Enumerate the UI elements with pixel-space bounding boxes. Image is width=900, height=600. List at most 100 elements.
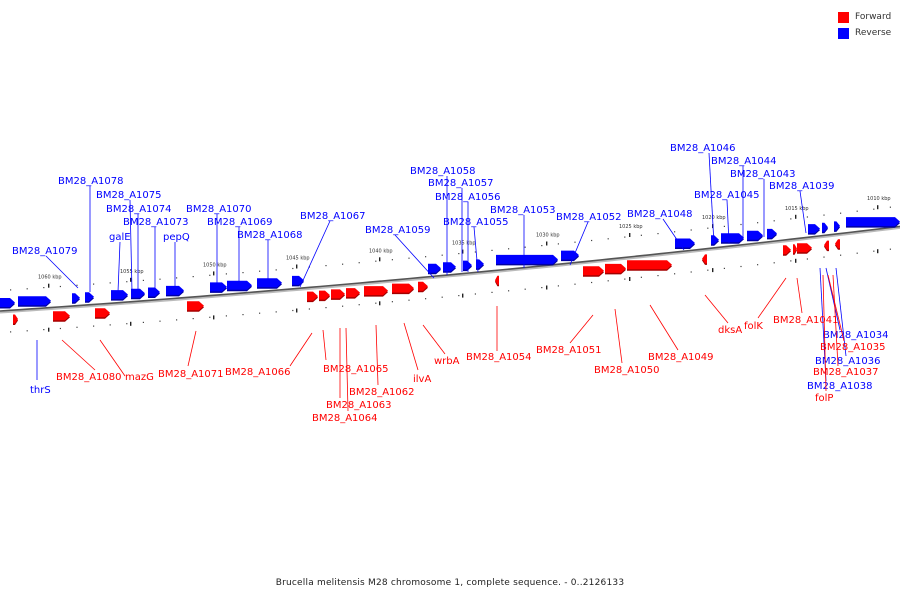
gene-label[interactable]: BM28_A1037	[813, 367, 879, 378]
reverse-gene-arrow[interactable]	[0, 298, 15, 307]
reverse-gene-arrow[interactable]	[767, 228, 777, 238]
forward-gene-arrow[interactable]	[346, 288, 360, 298]
forward-gene-arrow[interactable]	[187, 301, 204, 311]
forward-gene-arrow[interactable]	[418, 281, 428, 291]
gene-label[interactable]: BM28_A1048	[627, 209, 693, 220]
forward-gene-arrow[interactable]	[835, 239, 840, 249]
gene-label[interactable]: pepQ	[163, 232, 190, 243]
gene-label[interactable]: BM28_A1044	[711, 156, 777, 167]
forward-gene-arrow[interactable]	[702, 254, 707, 264]
gene-label[interactable]: BM28_A1036	[815, 356, 881, 367]
gene-label[interactable]: BM28_A1074	[106, 204, 172, 215]
forward-gene-arrow[interactable]	[797, 243, 812, 253]
gene-label[interactable]: BM28_A1034	[823, 330, 889, 341]
forward-gene-arrow[interactable]	[53, 311, 70, 321]
gene-label[interactable]: BM28_A1054	[466, 352, 532, 363]
gene-label[interactable]: BM28_A1041	[773, 315, 839, 326]
gene-label[interactable]: BM28_A1075	[96, 190, 162, 201]
forward-gene-arrow[interactable]	[783, 245, 791, 255]
reverse-gene-arrow[interactable]	[675, 238, 695, 248]
forward-gene-arrow[interactable]	[13, 314, 18, 324]
gene-label[interactable]: BM28_A1080	[56, 372, 122, 383]
gene-label[interactable]: BM28_A1051	[536, 345, 602, 356]
forward-gene-arrow[interactable]	[627, 260, 672, 270]
gene-label[interactable]: BM28_A1057	[428, 178, 494, 189]
gene-label[interactable]: BM28_A1035	[820, 342, 886, 353]
gene-label[interactable]: BM28_A1063	[326, 400, 392, 411]
forward-gene-arrow[interactable]	[331, 289, 345, 299]
gene-label[interactable]: BM28_A1043	[730, 169, 796, 180]
reverse-gene-arrow[interactable]	[210, 282, 227, 292]
gene-label[interactable]: BM28_A1070	[186, 204, 252, 215]
gene-label[interactable]: ilvA	[413, 374, 431, 385]
gene-label[interactable]: BM28_A1059	[365, 225, 431, 236]
gene-label[interactable]: BM28_A1050	[594, 365, 660, 376]
gene-label[interactable]: BM28_A1062	[349, 387, 415, 398]
minor-tick-upper	[342, 263, 344, 265]
forward-gene-arrow[interactable]	[319, 290, 330, 300]
gene-label[interactable]: galE	[109, 232, 131, 243]
gene-label[interactable]: BM28_A1067	[300, 211, 366, 222]
gene-label[interactable]: BM28_A1046	[670, 143, 736, 154]
gene-label[interactable]: wrbA	[434, 356, 460, 367]
forward-gene-arrow[interactable]	[793, 244, 797, 254]
gene-label[interactable]: dksA	[718, 325, 742, 336]
reverse-gene-arrow[interactable]	[846, 217, 900, 227]
forward-gene-arrow[interactable]	[605, 263, 626, 273]
forward-gene-arrow[interactable]	[495, 275, 499, 285]
minor-tick-lower	[225, 315, 227, 317]
gene-label[interactable]: thrS	[30, 385, 51, 396]
forward-gene-arrow[interactable]	[824, 240, 829, 250]
reverse-gene-arrow[interactable]	[148, 287, 160, 297]
forward-gene-arrow[interactable]	[583, 266, 604, 276]
gene-label[interactable]: mazG	[125, 372, 154, 383]
forward-gene-arrow[interactable]	[307, 291, 318, 301]
forward-gene-arrow[interactable]	[392, 283, 414, 293]
gene-label[interactable]: BM28_A1045	[694, 190, 760, 201]
gene-label[interactable]: BM28_A1079	[12, 246, 78, 257]
reverse-gene-arrow[interactable]	[711, 235, 719, 245]
gene-label[interactable]: BM28_A1049	[648, 352, 714, 363]
gene-label[interactable]: BM28_A1066	[225, 367, 291, 378]
reverse-gene-arrow[interactable]	[463, 260, 472, 270]
reverse-gene-arrow[interactable]	[131, 288, 145, 298]
forward-gene-arrow[interactable]	[364, 286, 388, 296]
gene-label[interactable]: BM28_A1071	[158, 369, 224, 380]
gene-label[interactable]: BM28_A1058	[410, 166, 476, 177]
gene-label[interactable]: BM28_A1056	[435, 192, 501, 203]
minor-tick-upper	[76, 284, 78, 286]
reverse-gene-arrow[interactable]	[428, 263, 441, 273]
gene-label[interactable]: BM28_A1068	[237, 230, 303, 241]
gene-label[interactable]: BM28_A1055	[443, 217, 509, 228]
gene-label[interactable]: BM28_A1064	[312, 413, 378, 424]
reverse-gene-arrow[interactable]	[496, 254, 558, 264]
gene-label[interactable]: BM28_A1078	[58, 176, 124, 187]
gene-label[interactable]: BM28_A1069	[207, 217, 273, 228]
reverse-gene-arrow[interactable]	[292, 275, 304, 285]
gene-label[interactable]: BM28_A1073	[123, 217, 189, 228]
leader-line	[708, 152, 715, 245]
reverse-gene-arrow[interactable]	[111, 290, 128, 300]
legend-reverse: Reverse	[838, 25, 891, 41]
reverse-gene-arrow[interactable]	[747, 230, 763, 240]
reverse-gene-arrow[interactable]	[721, 233, 744, 243]
reverse-gene-arrow[interactable]	[808, 224, 820, 234]
reverse-gene-arrow[interactable]	[72, 293, 80, 303]
reverse-gene-arrow[interactable]	[257, 278, 282, 288]
gene-label[interactable]: BM28_A1053	[490, 205, 556, 216]
reverse-gene-arrow[interactable]	[476, 259, 484, 269]
gene-label[interactable]: BM28_A1039	[769, 181, 835, 192]
gene-label[interactable]: BM28_A1052	[556, 212, 622, 223]
reverse-gene-arrow[interactable]	[18, 296, 51, 306]
gene-label[interactable]: folP	[815, 393, 833, 404]
reverse-gene-arrow[interactable]	[822, 222, 828, 232]
gene-label[interactable]: folK	[744, 321, 763, 332]
reverse-gene-arrow[interactable]	[227, 280, 252, 290]
reverse-gene-arrow[interactable]	[85, 292, 94, 302]
reverse-gene-arrow[interactable]	[834, 221, 840, 231]
reverse-gene-arrow[interactable]	[561, 250, 579, 260]
gene-label[interactable]: BM28_A1065	[323, 364, 389, 375]
reverse-gene-arrow[interactable]	[443, 262, 456, 272]
forward-gene-arrow[interactable]	[95, 308, 110, 318]
gene-label[interactable]: BM28_A1038	[807, 381, 873, 392]
